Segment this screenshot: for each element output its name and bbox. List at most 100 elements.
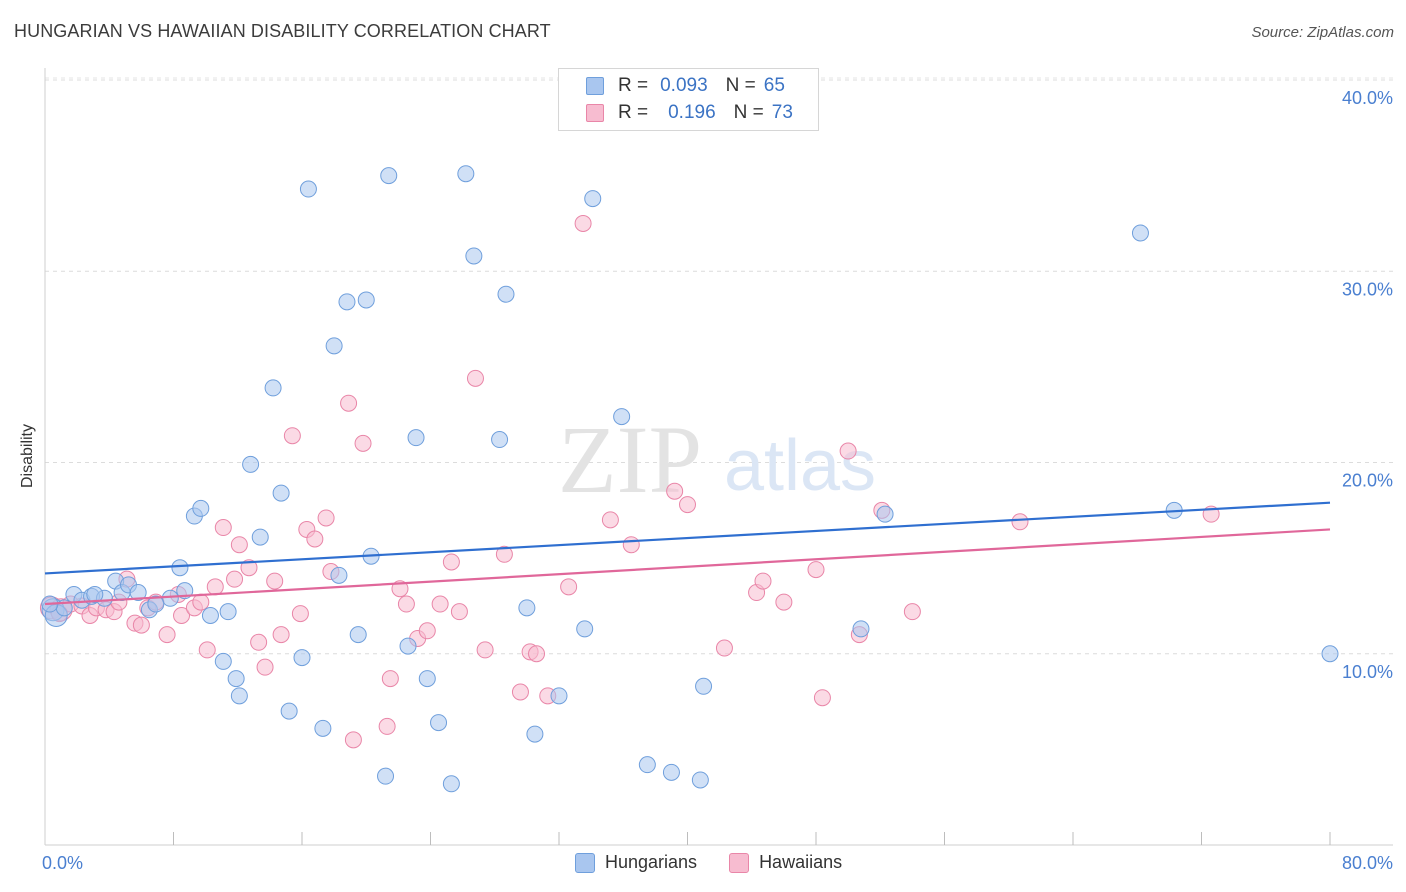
hungarians-point [380, 167, 398, 185]
hawaiians-point [813, 689, 831, 707]
hawaiians-point [754, 572, 772, 590]
y-tick-label: 40.0% [1342, 88, 1393, 108]
hungarians-point [338, 293, 356, 311]
hungarians-point [550, 687, 568, 705]
hawaiians-point [622, 536, 640, 554]
hungarians-point [576, 620, 594, 638]
hawaiians-point [397, 595, 415, 613]
legend-item-hawaiians[interactable]: Hawaiians [729, 852, 842, 873]
hawaiians-point [431, 595, 449, 613]
hawaiians-point [250, 633, 268, 651]
hungarians-point [314, 719, 332, 737]
hungarians-trend-line [44, 501, 1331, 575]
trend-lines [44, 501, 1331, 606]
legend-n-value: 73 [771, 102, 793, 123]
hungarians-point [264, 379, 282, 397]
hungarians-point [876, 505, 894, 523]
hungarians-point [613, 408, 631, 426]
hungarians-point [192, 499, 210, 517]
legend-n-label: N = [733, 102, 764, 123]
tick-labels: 10.0% 20.0% 30.0% 40.0% 0.0% 80.0% [42, 88, 1393, 873]
hawaiians-point [214, 519, 232, 537]
hungarians-points [41, 165, 1339, 793]
legend-r-label: R = [618, 75, 649, 96]
hawaiians-point [158, 626, 176, 644]
hungarians-point [214, 652, 232, 670]
hawaiians-point [240, 559, 258, 577]
hungarians-point [465, 247, 483, 265]
hungarians-point [497, 285, 515, 303]
hungarians-point [171, 559, 189, 577]
legend-label-hungarians: Hungarians [605, 852, 698, 872]
axes [44, 68, 1393, 846]
watermark-atlas: atlas [724, 426, 876, 506]
hungarians-point [526, 725, 544, 743]
legend-r-value: 0.093 [660, 75, 708, 96]
hawaiians-point [442, 553, 460, 571]
hungarians-point [852, 620, 870, 638]
hungarians-point [129, 584, 147, 602]
hungarians-point [457, 165, 475, 183]
hawaiians-point [344, 731, 362, 749]
hungarians-point [1321, 645, 1339, 663]
hawaiians-point [283, 427, 301, 445]
legend-row-hawaiians: R = 0.196 N = 73 [586, 100, 793, 126]
legend-label-hawaiians: Hawaiians [759, 852, 843, 872]
legend-n-value: 65 [763, 75, 785, 96]
hawaiians-point [903, 603, 921, 621]
y-tick-label: 10.0% [1342, 662, 1393, 682]
hawaiians-point [198, 641, 216, 659]
source-label: Source: ZipAtlas.com [1251, 24, 1394, 41]
legend-swatch-hungarians [575, 852, 595, 873]
hawaiians-point [495, 545, 513, 563]
legend-item-hungarians[interactable]: Hungarians [575, 852, 697, 873]
hawaiians-point [666, 482, 684, 500]
hawaiians-point [511, 683, 529, 701]
hawaiians-point [476, 641, 494, 659]
x-tick-label: 0.0% [42, 853, 83, 873]
hawaiians-point [839, 442, 857, 460]
hungarians-point [638, 756, 656, 774]
legend-n-label: N = [725, 75, 756, 96]
hawaiians-point [679, 496, 696, 514]
y-tick-label: 30.0% [1342, 279, 1393, 299]
hungarians-point [330, 566, 348, 584]
hungarians-point [349, 626, 367, 644]
hawaiians-point [466, 369, 484, 387]
hawaiians-point [340, 394, 358, 412]
hungarians-point [662, 763, 680, 781]
hungarians-point [407, 429, 425, 447]
series-legend: Hungarians Hawaiians [575, 852, 874, 873]
hawaiians-point [132, 616, 150, 634]
hawaiians-point [226, 570, 244, 588]
hungarians-point [299, 180, 317, 198]
hungarians-point [418, 670, 436, 688]
hawaiians-point [574, 214, 592, 232]
hawaiians-point [354, 434, 372, 452]
hungarians-point [251, 528, 269, 546]
hawaiians-point [272, 626, 290, 644]
chart-title: HUNGARIAN VS HAWAIIAN DISABILITY CORRELA… [14, 21, 551, 41]
hungarians-point [86, 585, 104, 603]
hawaiians-point [1011, 513, 1029, 531]
hawaiians-point [450, 603, 468, 621]
hawaiians-point [266, 572, 284, 590]
hawaiians-point [230, 536, 248, 554]
hungarians-point [227, 670, 245, 688]
hungarians-point [280, 702, 298, 720]
hungarians-point [1131, 224, 1149, 242]
hawaiians-point [256, 658, 274, 676]
hawaiians-point [291, 605, 309, 623]
hungarians-point [147, 595, 165, 613]
hawaiians-point [206, 578, 224, 596]
hungarians-point [518, 599, 536, 617]
hawaiians-point [775, 593, 793, 611]
hungarians-point [377, 767, 395, 785]
hawaiians-point [381, 670, 399, 688]
hungarians-point [230, 687, 248, 705]
legend-swatch-hungarians [586, 77, 604, 95]
hungarians-point [691, 771, 709, 789]
hawaiians-point [317, 509, 335, 527]
hungarians-point [242, 455, 260, 473]
